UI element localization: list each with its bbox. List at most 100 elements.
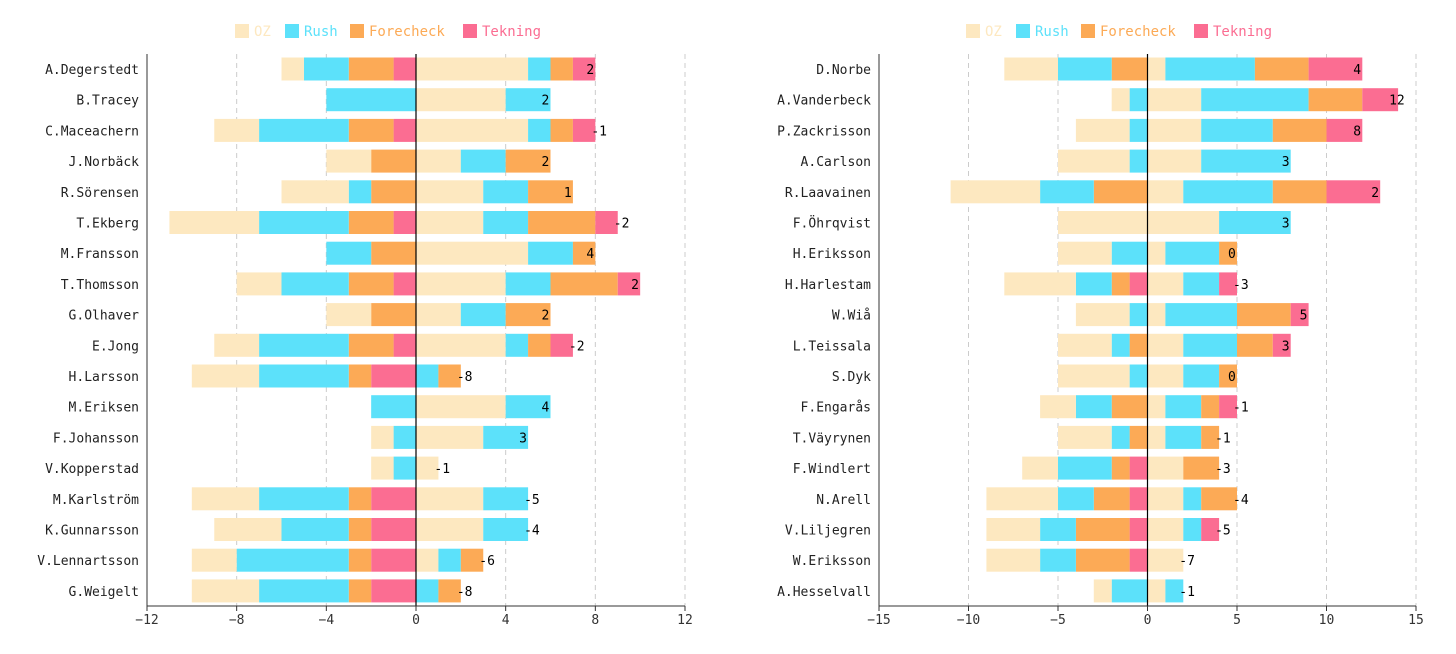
net-value-label: -5 [524,493,540,508]
player-row: 4 D.Norbe [816,57,1363,81]
net-value-label: -8 [457,370,473,385]
bar-pos-tekning [1326,118,1363,142]
player-row: -2 T.Ekberg [76,211,629,234]
bar-neg-oz [1058,149,1130,173]
bar-neg-tekning [371,579,416,603]
player-row: -1 T.Väyrynen [793,425,1231,449]
bar-neg-oz [371,456,394,480]
legend-swatch-tekning [1194,24,1208,38]
bar-neg-oz [986,518,1041,541]
legend-swatch-rush [285,24,299,38]
bar-neg-rush [236,548,349,572]
bar-neg-oz [191,487,260,511]
net-value-label: -2 [614,217,630,232]
bar-neg-forecheck [1129,425,1148,449]
player-row: 12 A.Vanderbeck [777,88,1405,112]
bar-pos-forecheck [528,211,596,234]
x-tick-label: 15 [1408,613,1424,628]
bar-neg-tekning [1129,272,1148,296]
player-name-label: W.Eriksson [793,554,871,569]
bar-pos-oz [416,333,506,357]
player-name-label: J.Norbäck [69,155,140,170]
bar-neg-rush [1129,149,1148,173]
player-name-label: F.Windlert [793,462,871,477]
bar-neg-tekning [371,548,416,572]
bar-pos-rush [505,272,551,296]
player-row: 3 A.Carlson [801,149,1291,173]
player-row: 3 F.Öhrqvist [793,211,1291,234]
net-value-label: 3 [1282,339,1290,354]
bar-pos-rush [505,88,551,112]
bar-pos-tekning [1326,180,1381,204]
player-name-label: S.Dyk [832,370,871,385]
bar-pos-rush [1183,272,1220,296]
bar-pos-tekning [1272,333,1291,357]
bar-neg-tekning [393,211,416,234]
player-name-label: F.Öhrqvist [793,215,871,232]
legend-label-rush: Rush [1035,24,1069,40]
legend-label-oz: OZ [985,24,1002,40]
bar-neg-rush [1075,395,1112,419]
player-name-label: E.Jong [92,339,139,354]
player-name-label: H.Harlestam [785,278,871,293]
player-row: 2 B.Tracey [76,88,551,112]
bar-pos-forecheck [572,241,596,265]
legend-swatch-forecheck [350,24,364,38]
bar-neg-oz [1040,395,1076,419]
player-row: -3 H.Harlestam [785,272,1249,296]
bar-neg-rush [1111,333,1130,357]
bar-pos-rush [460,303,506,327]
bar-neg-rush [1129,88,1148,112]
bar-pos-forecheck [505,149,551,173]
bar-neg-rush [326,88,416,112]
bar-neg-rush [259,487,349,511]
bar-neg-rush [281,272,349,296]
bar-pos-tekning [572,118,596,142]
bar-pos-oz [416,149,461,173]
bar-neg-rush [1075,272,1112,296]
net-value-label: 2 [542,94,550,109]
bar-neg-oz [214,118,260,142]
player-row: -1 A.Hesselvall [777,579,1195,603]
net-value-label: 0 [1228,247,1236,262]
player-row: 5 W.Wiå [832,303,1309,327]
bar-pos-tekning [572,57,596,81]
player-row: -8 H.Larsson [69,364,473,388]
bar-neg-rush [1129,364,1148,388]
bar-pos-oz [1147,211,1220,234]
bar-neg-oz [950,180,1041,204]
bar-pos-forecheck [1219,364,1237,388]
player-name-label: R.Laavainen [785,186,871,201]
net-value-label: -7 [1179,554,1195,569]
net-value-label: 5 [1300,309,1308,324]
player-row: 1 R.Sörensen [61,180,573,204]
bar-neg-oz [281,57,304,81]
net-value-label: 4 [586,247,594,262]
bar-neg-oz [169,211,260,234]
player-row: -4 N.Arell [816,487,1249,511]
net-value-label: 4 [1353,63,1361,78]
bar-neg-forecheck [1111,456,1130,480]
legend-label-forecheck: Forecheck [369,24,445,40]
legend-label-tekning: Tekning [1213,24,1272,40]
bar-neg-oz [1058,364,1130,388]
bar-pos-forecheck [550,118,573,142]
bar-neg-oz [191,364,260,388]
player-name-label: D.Norbe [816,63,871,78]
bar-pos-rush [1165,425,1202,449]
player-row: -5 M.Karlström [53,487,540,511]
bar-neg-rush [1129,303,1148,327]
net-value-label: 8 [1353,124,1361,139]
bar-neg-oz [1058,425,1112,449]
net-value-label: 2 [586,63,594,78]
net-value-label: 3 [519,431,527,446]
bar-pos-forecheck [438,579,461,603]
legend-label-rush: Rush [304,24,338,40]
x-tick-label: −12 [135,613,158,628]
bar-neg-forecheck [348,364,372,388]
bar-pos-rush [528,118,551,142]
bar-neg-oz [986,548,1041,572]
bar-pos-rush [1165,579,1184,603]
player-name-label: T.Thomsson [61,278,139,293]
bar-neg-forecheck [1093,180,1148,204]
